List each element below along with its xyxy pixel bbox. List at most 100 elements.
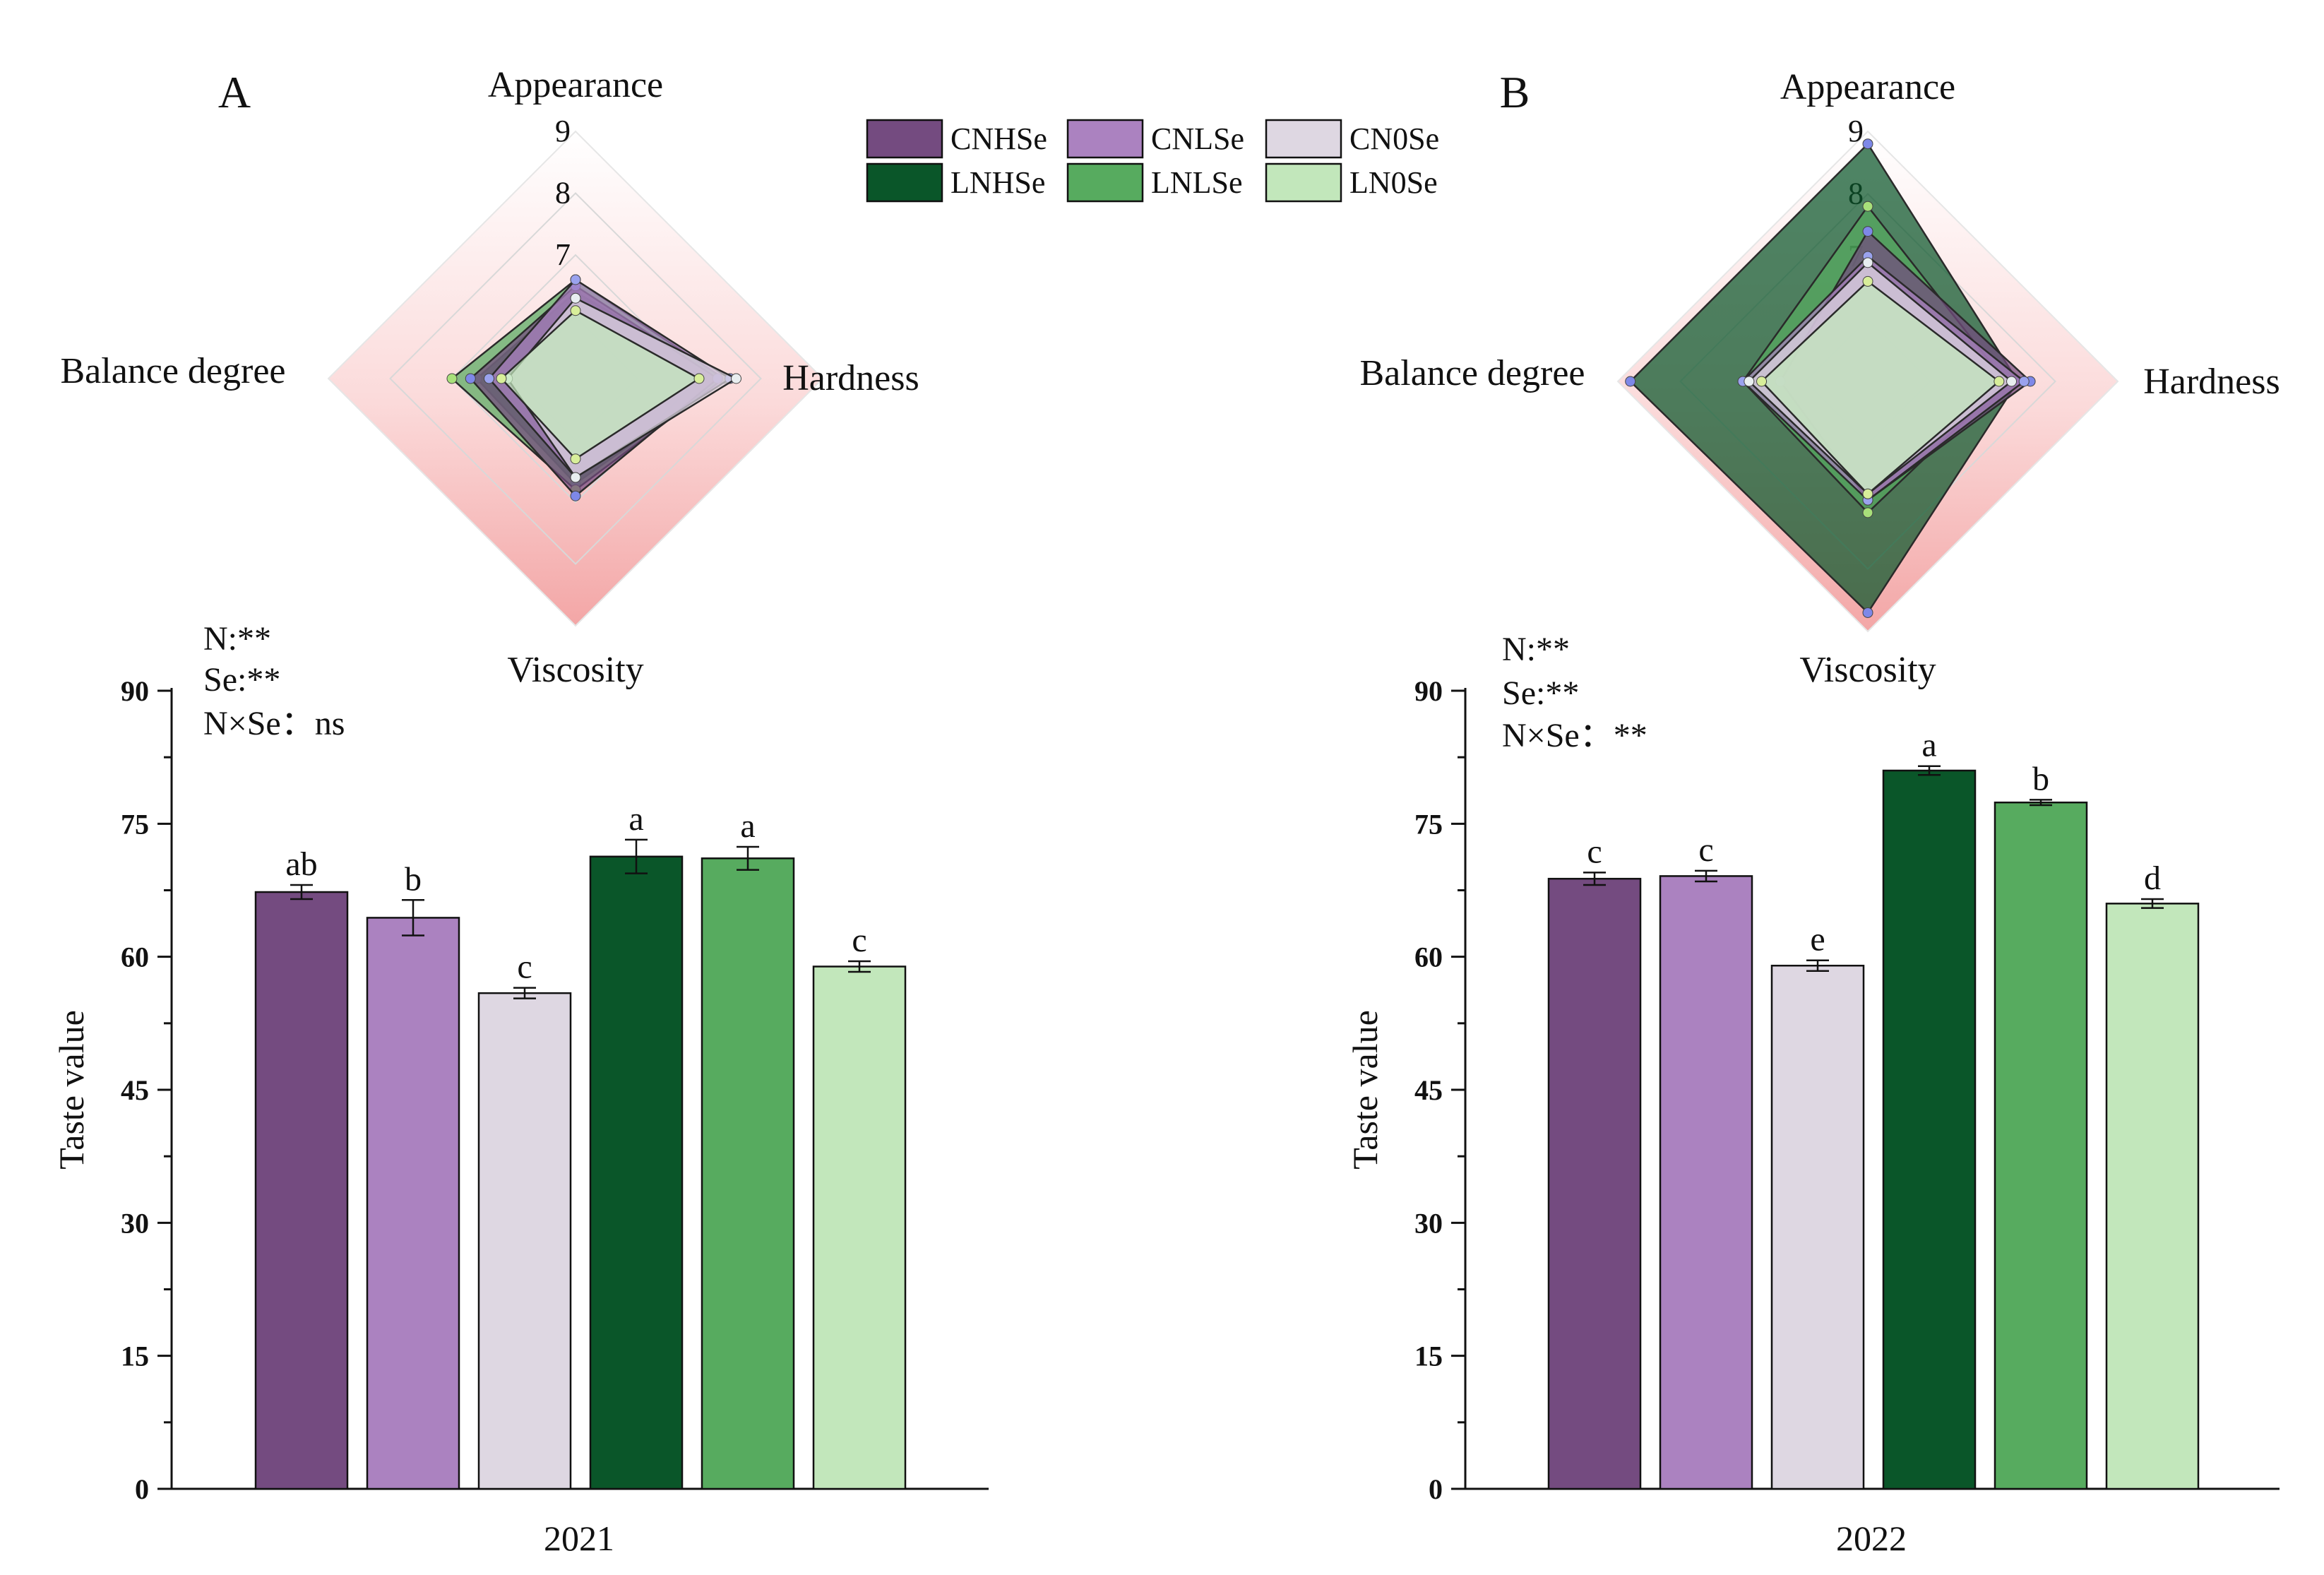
significance-letter: a	[628, 800, 643, 838]
legend-item-LNHSe: LNHSe	[866, 162, 1045, 203]
x-category-label: 2021	[544, 1518, 614, 1558]
radar-point-CN0Se	[1862, 257, 1873, 268]
y-tick-label: 30	[1414, 1207, 1443, 1239]
significance-annotation: Se:**	[1502, 674, 1579, 712]
legend-label: CNHSe	[951, 121, 1047, 156]
significance-letter: b	[405, 860, 422, 898]
significance-letter: c	[1698, 831, 1713, 869]
bar-CN0Se	[477, 992, 572, 1490]
legend-item-LNLSe: LNLSe	[1066, 162, 1243, 203]
bar-LNLSe	[1994, 801, 2088, 1490]
legend: CNHSe CNLSe CN0Se LNHSe LNLSe LN0Se	[866, 119, 1439, 203]
legend-swatch	[866, 119, 943, 159]
radar-point-LN0Se	[1862, 275, 1873, 287]
y-tick-label: 60	[121, 941, 149, 973]
radar-ring-label: 8	[555, 176, 571, 210]
legend-item-LN0Se: LN0Se	[1265, 162, 1438, 203]
bar-chart-b: 0 15 30 45 60 75 90 Taste value 2022 N:** Se:** N×S…	[1345, 631, 2280, 1558]
radar-point-LNLSe	[1862, 201, 1873, 212]
panel-label-a: A	[218, 67, 251, 117]
legend-swatch	[1066, 119, 1144, 159]
y-tick-label: 60	[1414, 941, 1443, 973]
radar-axis-label: Viscosity	[507, 650, 643, 690]
radar-point-CNLSe	[2018, 376, 2030, 387]
legend-item-CN0Se: CN0Se	[1265, 119, 1439, 159]
radar-axis-label: Hardness	[782, 358, 919, 398]
radar-grid-ring	[389, 192, 762, 565]
radar-point-LNLSe	[1862, 507, 1873, 518]
radar-point-LN0Se	[1862, 488, 1873, 499]
y-tick-label: 0	[135, 1473, 149, 1505]
bar-CNLSe	[366, 917, 460, 1490]
significance-letter: a	[740, 807, 755, 845]
radar-ring-label: 9	[1848, 114, 1864, 148]
y-tick-label: 90	[121, 675, 149, 707]
legend-item-CNHSe: CNHSe	[866, 119, 1047, 159]
radar-point-LN0Se	[496, 373, 507, 384]
legend-label: LN0Se	[1349, 165, 1438, 200]
radar-point-CN0Se	[570, 472, 581, 483]
radar-point-LN0Se	[570, 453, 581, 465]
panel-label-b: B	[1500, 67, 1530, 117]
legend-swatch	[1066, 162, 1144, 203]
y-tick-label: 15	[1414, 1341, 1443, 1372]
bar-CN0Se	[1770, 964, 1865, 1490]
radar-axis-label: Balance degree	[1359, 353, 1585, 393]
significance-annotation: N:**	[1502, 631, 1570, 668]
bar-LN0Se	[2105, 903, 2200, 1490]
bar-CNLSe	[1659, 875, 1753, 1490]
y-axis-title: Taste value	[52, 1010, 91, 1170]
significance-annotation: N×Se：ns	[203, 705, 345, 742]
y-tick-label: 45	[121, 1074, 149, 1106]
radar-ring-label: 7	[555, 237, 571, 272]
bar-LN0Se	[812, 965, 907, 1490]
significance-letter: d	[2144, 860, 2161, 897]
radar-point-CN0Se	[1744, 376, 1755, 387]
radar-point-CN0Se	[570, 292, 581, 304]
legend-label: CN0Se	[1349, 121, 1439, 156]
significance-letter: ab	[285, 845, 317, 883]
significance-letter: b	[2032, 760, 2049, 797]
radar-axis-label: Viscosity	[1799, 650, 1936, 690]
radar-chart-a: 7 8 9 Appearance Hardness Viscosity Balance de…	[60, 65, 919, 690]
radar-point-LN0Se	[693, 373, 705, 384]
radar-point-CNHSe	[1862, 226, 1873, 237]
radar-charts: 7 8 9 Appearance Hardness Viscosity Balance de…	[60, 65, 2280, 690]
bar-CNHSe	[254, 891, 349, 1490]
legend-label: CNLSe	[1151, 121, 1244, 156]
bar-charts: 0 15 30 45 60 75 90 Taste value 2021 N:** Se:** N×S…	[52, 620, 2280, 1558]
legend-swatch	[1265, 162, 1342, 203]
bar-chart-a: 0 15 30 45 60 75 90 Taste value 2021 N:**Se:** N×S…	[52, 620, 989, 1558]
radar-point-CNLSe	[484, 373, 494, 384]
radar-axis-label: Hardness	[2143, 362, 2280, 402]
bar-CNHSe	[1547, 877, 1642, 1490]
radar-point-CNHSe	[570, 490, 581, 501]
legend-swatch	[1265, 119, 1342, 159]
bar-LNHSe	[589, 855, 684, 1490]
significance-letter: e	[1810, 921, 1825, 958]
radar-point-LN0Se	[1994, 376, 2005, 387]
y-tick-label: 45	[1414, 1074, 1443, 1106]
radar-axis-label: Balance degree	[60, 351, 285, 391]
radar-point-LNLSe	[446, 373, 458, 384]
radar-ring-label: 9	[555, 114, 571, 148]
significance-annotation: N×Se：**	[1502, 717, 1647, 754]
y-tick-label: 0	[1429, 1473, 1443, 1505]
bar-LNHSe	[1882, 769, 1977, 1490]
y-tick-label: 75	[1414, 808, 1443, 840]
y-axis-title: Taste value	[1345, 1010, 1385, 1170]
radar-point-CNHSe	[465, 373, 476, 384]
significance-letter: c	[1587, 833, 1602, 870]
radar-point-CNLSe	[570, 274, 581, 285]
significance-letter: a	[1921, 727, 1936, 764]
radar-point-CN0Se	[731, 373, 741, 384]
radar-point-LNHSe	[1862, 138, 1873, 150]
radar-point-LNHSe	[1625, 376, 1636, 387]
radar-point-CN0Se	[2006, 376, 2018, 387]
legend-swatch	[866, 162, 943, 203]
x-category-label: 2022	[1836, 1518, 1907, 1558]
radar-point-LN0Se	[1756, 376, 1768, 387]
radar-point-LNHSe	[1862, 607, 1873, 618]
